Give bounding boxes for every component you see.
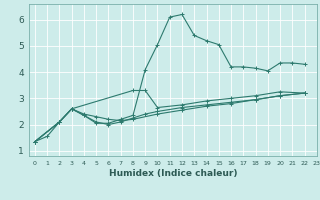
X-axis label: Humidex (Indice chaleur): Humidex (Indice chaleur)	[108, 169, 237, 178]
